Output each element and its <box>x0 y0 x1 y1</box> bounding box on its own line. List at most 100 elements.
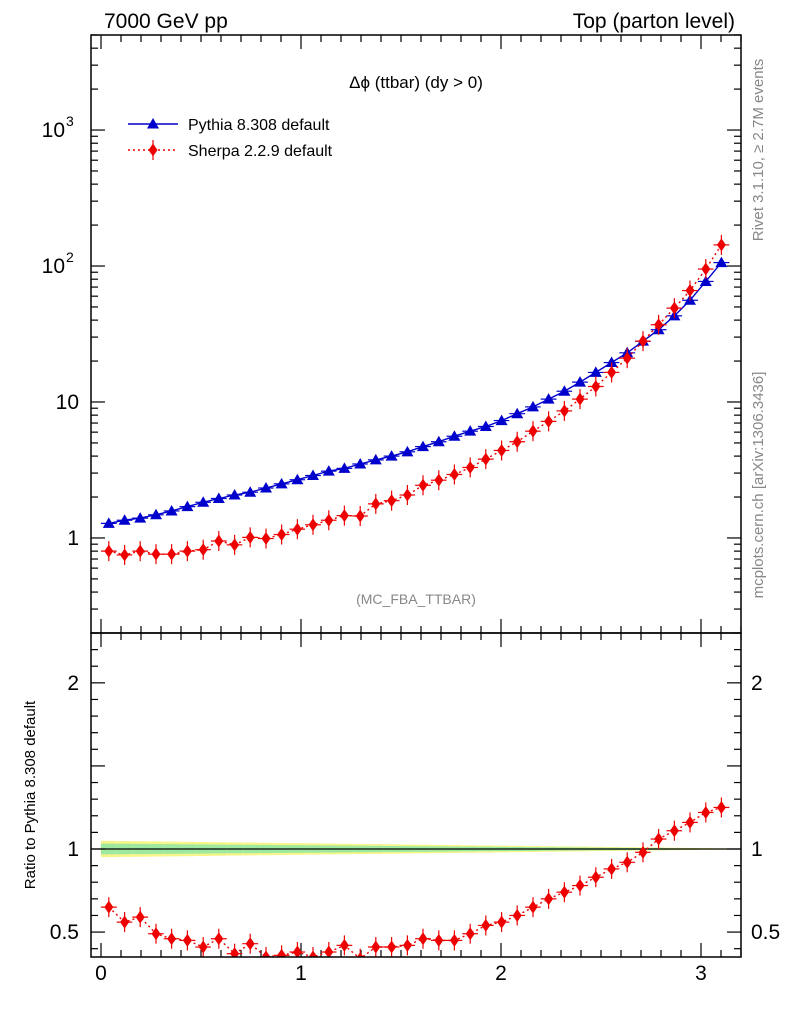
main-y-tick-label: 10 <box>42 255 65 278</box>
data-point-pythia <box>338 462 351 473</box>
data-point-sherpa <box>622 351 632 365</box>
ratio-data-point <box>591 870 601 884</box>
data-point-pythia <box>574 376 586 387</box>
data-point-pythia <box>244 486 257 497</box>
ratio-data-point <box>701 805 711 819</box>
data-point-pythia <box>401 445 414 457</box>
ratio-y-axis-label: Ratio to Pythia 8.308 default <box>22 700 39 889</box>
data-point-sherpa <box>324 513 334 527</box>
data-point-pythia <box>558 385 571 396</box>
data-point-sherpa <box>182 544 192 558</box>
ratio-data-point <box>607 862 617 876</box>
header-energy-label: 7000 GeV pp <box>104 10 228 33</box>
ratio-data-point <box>308 950 318 957</box>
data-point-pythia <box>448 430 461 441</box>
data-point-pythia <box>605 356 618 368</box>
ratio-y-tick-label-left: 1 <box>67 838 79 861</box>
ratio-series-line <box>108 806 722 957</box>
data-point-pythia <box>307 469 319 480</box>
data-point-sherpa <box>497 443 507 457</box>
data-point-pythia <box>369 453 382 465</box>
data-point-pythia <box>134 512 147 523</box>
data-point-sherpa <box>104 544 114 558</box>
ratio-data-point <box>261 950 271 957</box>
ratio-data-point <box>198 940 208 954</box>
data-point-sherpa <box>685 284 695 298</box>
data-point-pythia <box>464 425 477 436</box>
data-point-sherpa <box>371 497 381 511</box>
ratio-data-point <box>151 927 161 941</box>
main-y-tick-label: 10 <box>56 391 79 414</box>
ratio-data-point <box>371 940 381 954</box>
series-line-pythia <box>108 262 722 525</box>
data-point-sherpa <box>638 334 648 348</box>
data-point-sherpa <box>575 392 585 406</box>
ratio-data-point <box>277 948 287 957</box>
data-point-sherpa <box>167 547 177 561</box>
ratio-x-tick-label: 3 <box>695 962 707 985</box>
ratio-data-point <box>418 932 428 946</box>
ratio-plot-frame <box>90 632 742 958</box>
plot-title: Δϕ (ttbar) (dy > 0) <box>349 73 483 92</box>
data-point-pythia <box>150 508 162 520</box>
ratio-series <box>91 797 741 957</box>
ratio-data-point <box>182 933 192 947</box>
ratio-data-point <box>292 945 302 957</box>
data-point-pythia <box>228 488 241 500</box>
ratio-data-point <box>356 952 364 957</box>
ratio-data-point <box>387 940 397 954</box>
ratio-data-point <box>465 927 475 941</box>
data-point-sherpa <box>716 238 726 252</box>
data-point-pythia <box>165 504 178 516</box>
legend-label: Pythia 8.308 default <box>188 117 330 134</box>
ratio-axis-ticks: 0 1 2 3 0.5 0.5 1 1 2 2 <box>50 633 780 985</box>
ratio-x-tick-label: 1 <box>295 962 307 985</box>
ratio-y-tick-label-right: 2 <box>751 672 763 695</box>
data-point-pythia <box>197 496 210 507</box>
ratio-data-point <box>685 815 695 829</box>
ratio-y-tick-label-left: 0.5 <box>50 921 79 944</box>
main-y-tick-exponent: 3 <box>66 113 74 129</box>
rivet-version-label: Rivet 3.1.10, ≥ 2.7M events <box>750 59 767 242</box>
ratio-data-point <box>135 910 145 924</box>
main-y-tick-label: 1 <box>67 527 79 550</box>
ratio-data-point <box>497 915 507 929</box>
legend: Pythia 8.308 default Sherpa 2.2.9 default <box>128 117 333 160</box>
ratio-data-point <box>622 855 632 869</box>
ratio-data-point <box>559 885 569 899</box>
ratio-data-point <box>528 900 538 914</box>
legend-label: Sherpa 2.2.9 default <box>188 143 333 160</box>
ratio-data-point <box>339 938 349 952</box>
main-series <box>100 234 730 565</box>
ratio-data-point <box>544 892 554 906</box>
data-point-pythia <box>260 482 272 493</box>
ratio-data-point <box>449 933 459 947</box>
data-point-pythia <box>291 473 304 485</box>
legend-marker-triangle <box>147 118 159 129</box>
data-point-pythia <box>102 517 115 528</box>
ratio-data-point <box>324 945 334 957</box>
data-point-sherpa <box>481 452 491 466</box>
ratio-data-point <box>669 824 679 838</box>
ratio-y-tick-label-right: 0.5 <box>751 921 780 944</box>
data-point-pythia <box>432 435 445 447</box>
ratio-plot-panel: 0 1 2 3 0.5 0.5 1 1 2 2 Ratio to Pythia 8.308 def… <box>22 632 780 985</box>
ratio-data-point <box>638 845 648 859</box>
data-point-pythia <box>385 450 398 461</box>
data-point-pythia <box>589 366 602 377</box>
ratio-data-point <box>167 932 177 946</box>
data-point-pythia <box>542 393 555 404</box>
data-point-sherpa <box>559 404 569 418</box>
data-point-sherpa <box>654 318 664 332</box>
data-point-pythia <box>479 420 492 432</box>
ratio-data-point <box>402 938 412 952</box>
data-point-sherpa <box>292 522 302 536</box>
data-point-sherpa <box>151 547 161 561</box>
data-point-sherpa <box>701 262 711 276</box>
data-point-sherpa <box>449 467 459 481</box>
data-point-pythia <box>181 500 194 512</box>
data-point-sherpa <box>512 435 522 449</box>
ratio-y-tick-label-left: 2 <box>67 672 79 695</box>
